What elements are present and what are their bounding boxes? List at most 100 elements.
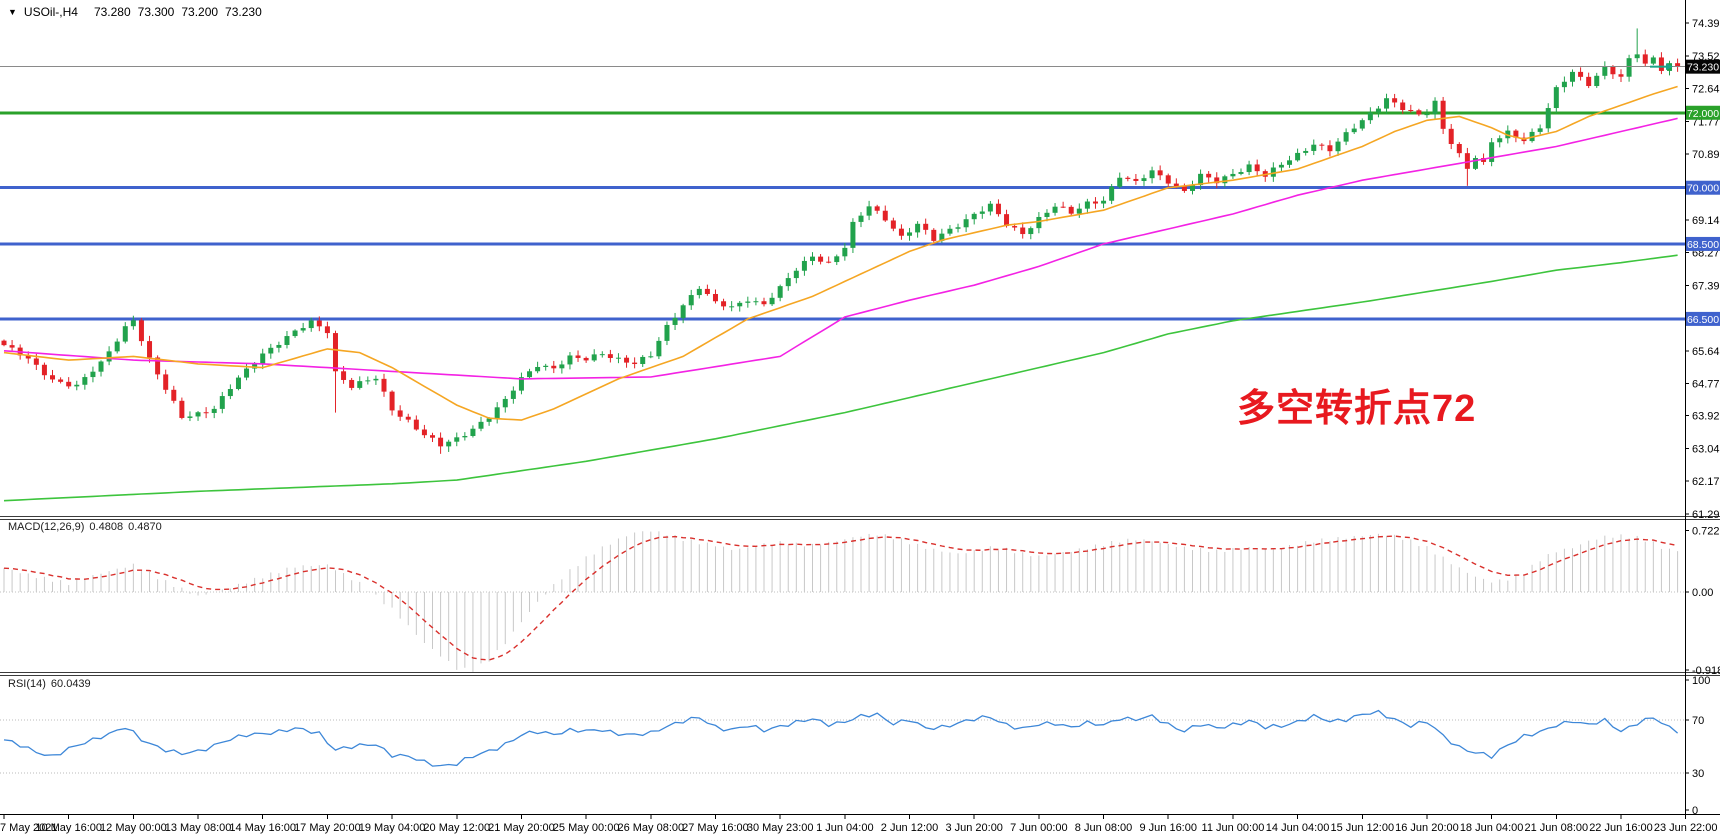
price-axis-label: 64.770 (1692, 379, 1720, 391)
candle-body (1448, 128, 1454, 145)
rsi-value: 60.0439 (50, 678, 91, 690)
price-axis-label: 74.395 (1692, 18, 1720, 30)
candle-body (1, 340, 7, 346)
candle-body (1424, 114, 1430, 116)
candle-body (1149, 170, 1155, 179)
candle-body (1246, 164, 1252, 173)
candle-body (882, 210, 888, 221)
candle-body (98, 361, 104, 372)
candle-body (260, 353, 266, 365)
candle-body (58, 379, 64, 382)
candle-body (793, 270, 799, 279)
candle-body (349, 379, 355, 388)
price-axis-label: 72.645 (1692, 84, 1720, 96)
time-axis-label: 3 Jun 20:00 (945, 822, 1003, 834)
candle-body (874, 206, 880, 211)
candle-body (268, 347, 274, 354)
candle-body (308, 320, 314, 329)
candle-body (559, 364, 565, 369)
time-axis-label: 10 May 16:00 (35, 822, 102, 834)
candle-body (518, 377, 524, 391)
time-axis-label: 21 Jun 08:00 (1525, 822, 1589, 834)
candle-body (1335, 141, 1341, 152)
time-axis-label: 23 Jun 22:00 (1654, 822, 1718, 834)
candle-body (138, 320, 144, 342)
candle-body (357, 381, 363, 388)
candle-body (1319, 144, 1325, 146)
candle-body (332, 333, 338, 372)
candle-body (1513, 130, 1519, 138)
candle-body (1044, 212, 1050, 217)
candle-body (907, 232, 913, 236)
candle-body (1303, 150, 1309, 153)
candle-body (1626, 58, 1632, 77)
candle-body (567, 355, 573, 365)
time-axis-label: 16 Jun 20:00 (1395, 822, 1459, 834)
candle-body (203, 412, 209, 414)
candle-body (761, 301, 767, 305)
macd-main-value: 0.4808 (89, 521, 124, 533)
candle-body (785, 278, 791, 287)
candle-body (599, 354, 605, 356)
candle-body (632, 362, 638, 365)
candle-body (1481, 158, 1487, 162)
candle-body (923, 223, 929, 230)
candle-body (1343, 132, 1349, 142)
time-axis-label: 15 Jun 12:00 (1330, 822, 1394, 834)
candle-body (163, 374, 169, 390)
candle-body (624, 357, 630, 363)
candle-body (41, 364, 47, 376)
candle-body (987, 203, 993, 212)
candle-body (551, 365, 557, 369)
candle-body (430, 435, 436, 438)
candle-body (1068, 206, 1074, 214)
candle-body (292, 330, 298, 337)
candle-body (510, 390, 516, 399)
candle-body (1020, 227, 1026, 235)
candle-body (130, 320, 136, 327)
candle-body (1384, 98, 1390, 109)
price-axis-label: 61.295 (1692, 509, 1720, 521)
candle-body (1287, 160, 1293, 165)
ma-mid-line (3, 117, 1678, 380)
candle-body (106, 351, 112, 362)
rsi-axis-label: 100 (1692, 675, 1710, 687)
candle-body (1141, 178, 1147, 181)
candle-body (195, 412, 201, 417)
candle-body (1351, 128, 1357, 133)
ma-fast-line (3, 85, 1678, 421)
candle-body (955, 227, 961, 229)
time-axis-label: 14 Jun 04:00 (1266, 822, 1330, 834)
time-axis-label: 8 Jun 08:00 (1075, 822, 1133, 834)
macd-axis-label: -0.9185 (1692, 665, 1720, 677)
candle-body (1012, 226, 1018, 228)
time-axis-label: 20 May 12:00 (423, 822, 490, 834)
candle-body (543, 365, 549, 367)
candle-body (1408, 110, 1414, 112)
triangle-down-icon[interactable]: ▼ (8, 7, 17, 17)
candle-body (82, 377, 88, 385)
candle-body (850, 221, 856, 248)
candle-body (963, 219, 969, 228)
macd-signal-value: 0.4870 (128, 521, 162, 533)
candle-body (995, 203, 1001, 215)
candle-body (1650, 57, 1656, 64)
candle-body (1675, 63, 1681, 67)
price-axis-label: 65.645 (1692, 346, 1720, 358)
candle-body (898, 228, 904, 236)
symbol-period-label: USOil-,H4 (23, 5, 78, 19)
candle-body (1028, 228, 1034, 235)
time-axis-label: 18 Jun 04:00 (1460, 822, 1524, 834)
candle-body (470, 428, 476, 436)
candle-body (50, 375, 56, 380)
candle-body (502, 398, 508, 408)
candle-body (583, 357, 589, 361)
rsi-axis-label: 70 (1692, 715, 1704, 727)
time-axis-label: 7 Jun 00:00 (1010, 822, 1068, 834)
candle-body (235, 377, 241, 390)
candle-body (1230, 173, 1236, 177)
macd-axis-label: 0.00 (1692, 587, 1713, 599)
price-badges: 73.230 72.000 70.000 68.500 66.500 (1686, 59, 1720, 326)
